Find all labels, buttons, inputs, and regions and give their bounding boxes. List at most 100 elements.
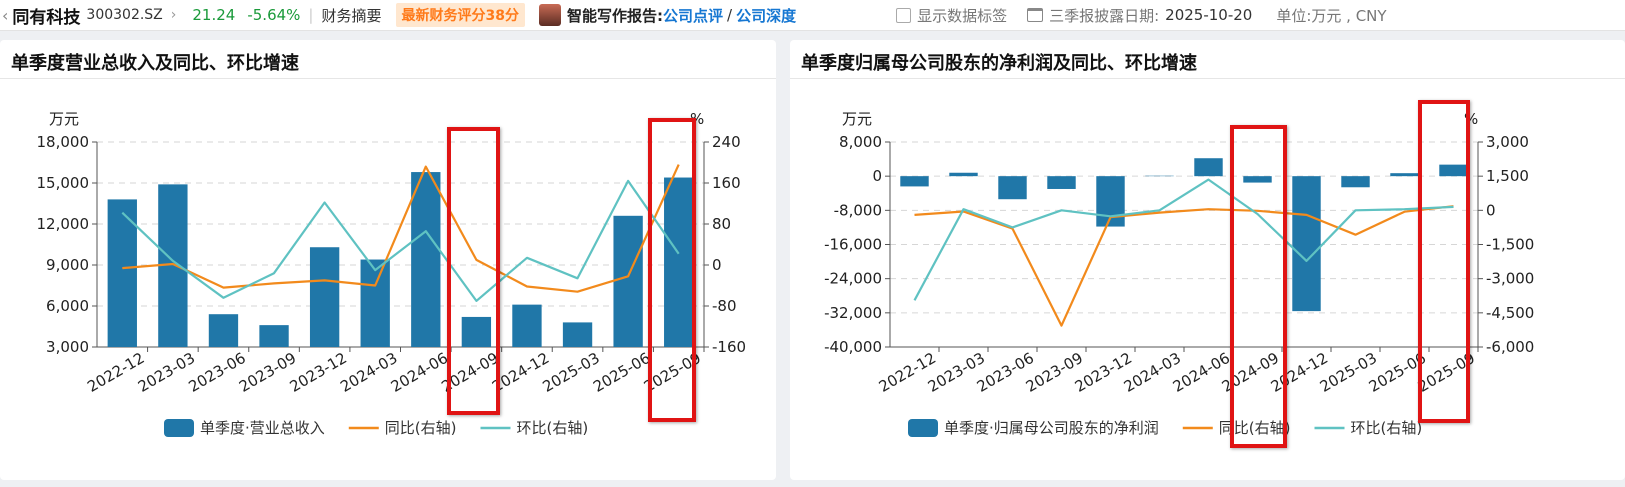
highlight-box [447,127,500,415]
ai-report-label: 智能写作报告: [566,6,663,25]
bar [613,215,643,347]
y-tick-label: 12,000 [37,215,90,233]
score-badge[interactable]: 最新财务评分38分 [395,3,525,27]
y-tick-label: 15,000 [37,174,90,192]
show-labels-checkbox[interactable] [896,7,912,23]
bar [998,176,1027,200]
highlight-box [1418,100,1470,423]
unit-label: 单位:万元 , CNY [1276,6,1387,25]
y-tick-label: 18,000 [37,133,90,151]
y2-tick-label: 0 [1486,201,1496,219]
disclosure-date-label: 三季报披露日期: [1049,6,1160,25]
x-tick-label: 2023-03 [135,349,198,396]
bar [949,172,978,177]
bar [107,199,137,347]
bar [411,172,441,347]
bar [208,314,239,347]
y-tick-label: -8,000 [834,201,882,219]
legend-swatch [908,419,938,437]
x-tick-label: 2023-12 [287,349,350,396]
net-profit-chart: -40,000 -32,000 -24,000 -16,000 -8,000 0 8,000… [824,110,1534,437]
y-tick-label: 9,000 [46,256,89,274]
left-unit-label: 万元 [842,110,872,128]
y2-tick-label: -160 [712,338,746,356]
y2-tick-label: 160 [712,174,741,192]
bar [512,304,542,347]
show-labels-label[interactable]: 显示数据标签 [917,6,1008,25]
legend-label: 环比(右轴) [517,419,589,437]
chevron-right-icon[interactable]: › [170,7,177,23]
y2-tick-label: 80 [712,215,731,233]
x-tick-label: 2024-03 [337,349,400,396]
legend-label: 同比(右轴) [1219,419,1291,437]
chevron-left-icon[interactable]: ‹ [2,5,9,25]
y-tick-label: -16,000 [824,236,882,254]
stock-change: -5.64% [247,6,301,24]
x-tick-label: 2023-09 [236,349,299,396]
y-tick-label: 8,000 [839,133,882,151]
bar [664,177,694,347]
x-tick-label: 2025-06 [590,349,653,396]
y2-tick-label: -6,000 [1486,338,1534,356]
stock-code: 300302.SZ [86,7,163,23]
disclosure-date-value: 2025-10-20 [1165,6,1253,24]
bar [461,316,492,347]
x-tick-label: 2022-12 [84,349,147,396]
link-separator: / [727,6,733,24]
y-tick-label: -32,000 [824,304,882,322]
legend-label: 单季度·归属母公司股东的净利润 [944,419,1159,437]
y-tick-label: 0 [872,167,882,185]
y2-tick-label: 3,000 [1486,133,1529,151]
bar [1292,176,1321,312]
bar [360,259,390,347]
y2-tick-label: -4,500 [1486,304,1534,322]
y2-tick-label: 0 [712,256,722,274]
series-line [121,179,680,302]
legend-label: 单季度·营业总收入 [200,419,325,437]
bar [562,322,593,347]
legend-label: 环比(右轴) [1351,419,1423,437]
bar [1243,176,1272,183]
legend-swatch [164,419,194,437]
financial-summary-link[interactable]: 财务摘要 [321,6,382,25]
stock-name: 同有科技 [12,7,81,28]
chart-title: 单季度归属母公司股东的净利润及同比、环比增速 [801,53,1197,74]
company-depth-link[interactable]: 公司深度 [736,6,797,25]
stock-header: ‹ 同有科技 300302.SZ › 21.24 -5.64% | 财务摘要 最… [0,0,1625,31]
revenue-chart-panel: 单季度营业总收入及同比、环比增速 3,000 6,000 9,000 12,000 15… [0,40,776,480]
divider [790,78,1625,79]
legend-label: 同比(右轴) [385,419,457,437]
calendar-icon [1027,8,1044,22]
left-unit-label: 万元 [49,110,79,128]
ai-avatar-icon [538,4,561,26]
y-tick-label: -40,000 [824,338,882,356]
bar [309,247,340,347]
series-line [914,205,1454,327]
x-tick-label: 2023-06 [185,349,248,396]
bar [1341,176,1370,188]
company-review-link[interactable]: 公司点评 [662,6,723,25]
highlight-box [648,118,696,422]
bar [259,325,289,347]
highlight-box [1230,125,1287,448]
y2-tick-label: -3,000 [1486,270,1534,288]
series-line [913,178,1454,301]
bar [1439,164,1468,177]
bar [1194,158,1223,177]
y2-tick-label: -80 [712,297,737,315]
bar [1390,173,1419,177]
net-profit-chart-panel: 单季度归属母公司股东的净利润及同比、环比增速 -40,000 -32,000 -24… [790,40,1625,480]
x-tick-label: 2024-06 [388,349,451,396]
y-tick-label: 3,000 [46,338,89,356]
y2-tick-label: 1,500 [1486,167,1529,185]
chart-title: 单季度营业总收入及同比、环比增速 [11,53,299,74]
stock-price: 21.24 [192,6,236,24]
y-tick-label: -24,000 [824,270,882,288]
y2-tick-label: -1,500 [1486,236,1534,254]
bar [1047,176,1076,189]
x-tick-label: 2025-03 [540,349,603,396]
y-tick-label: 6,000 [46,297,89,315]
series-line [122,164,680,293]
divider [0,78,776,79]
y2-tick-label: 240 [712,133,741,151]
